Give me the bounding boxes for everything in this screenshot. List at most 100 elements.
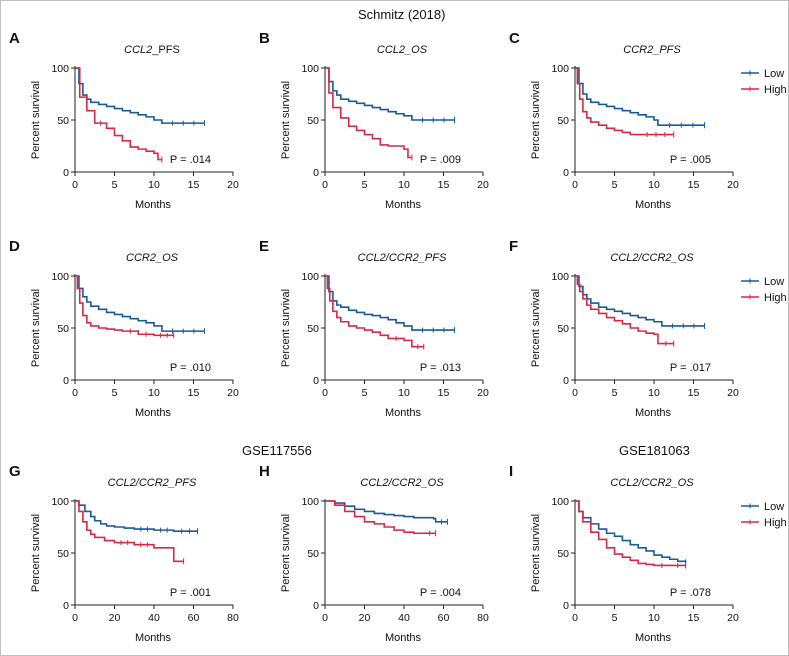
- panel-letter: G: [9, 463, 21, 480]
- x-axis-label: Months: [385, 407, 422, 419]
- panel-title: CCR2_OS: [126, 252, 179, 264]
- panel-title: CCL2/CCR2_OS: [610, 477, 694, 489]
- legend-label-low: Low: [764, 276, 784, 288]
- panel-letter: H: [259, 463, 270, 480]
- x-tick-label: 80: [227, 612, 239, 624]
- x-tick-label: 5: [612, 179, 618, 191]
- km-panel-h: H CCL2/CCR2_OS 0 50 100 0 20 40 60 80 Months Percen…: [259, 463, 489, 644]
- panel-letter: F: [509, 238, 518, 255]
- y-tick-label: 50: [307, 323, 319, 335]
- y-tick-label: 100: [301, 496, 319, 508]
- p-value: P = .078: [670, 587, 711, 599]
- x-axis-label: Months: [635, 199, 672, 211]
- x-tick-label: 0: [572, 179, 578, 191]
- panel-title: CCL2_OS: [377, 44, 428, 56]
- x-tick-label: 20: [727, 612, 739, 624]
- x-tick-label: 80: [477, 612, 489, 624]
- legend-label-high: High: [764, 292, 787, 304]
- panel-letter: I: [509, 463, 513, 480]
- y-tick-label: 50: [57, 323, 69, 335]
- x-tick-label: 20: [227, 387, 239, 399]
- km-panel-f: F CCL2/CCR2_OS 0 50 100 0 5 10 15 20 Months Percent…: [509, 238, 787, 419]
- legend-label-high: High: [764, 84, 787, 96]
- x-tick-label: 10: [398, 179, 410, 191]
- section-title-schmitz: Schmitz (2018): [358, 7, 446, 22]
- km-curve-low: [75, 67, 205, 124]
- x-tick-label: 15: [438, 179, 450, 191]
- km-curve-high: [575, 67, 674, 136]
- x-tick-label: 20: [359, 612, 371, 624]
- panel-letter: D: [9, 238, 20, 255]
- km-curve-high: [325, 67, 412, 159]
- panel-title: CCL2/CCR2_PFS: [108, 477, 197, 489]
- km-panel-g: G CCL2/CCR2_PFS 0 50 100 0 20 40 60 80 Months Perce…: [9, 463, 239, 644]
- x-tick-label: 20: [727, 387, 739, 399]
- km-curve-low: [75, 275, 205, 332]
- x-tick-label: 10: [398, 387, 410, 399]
- panel-title: CCL2/CCR2_OS: [610, 252, 694, 264]
- p-value: P = .001: [170, 587, 211, 599]
- panel-title: CCL2_PFS: [124, 44, 180, 56]
- x-tick-label: 5: [112, 387, 118, 399]
- x-tick-label: 5: [612, 387, 618, 399]
- y-tick-label: 50: [57, 115, 69, 127]
- km-curve-high: [75, 500, 184, 563]
- p-value: P = .014: [170, 154, 211, 166]
- x-axis-label: Months: [385, 199, 422, 211]
- x-tick-label: 10: [648, 612, 660, 624]
- x-tick-label: 0: [322, 179, 328, 191]
- y-tick-label: 0: [63, 600, 69, 612]
- legend-label-low: Low: [764, 501, 784, 513]
- x-tick-label: 60: [188, 612, 200, 624]
- x-tick-label: 0: [322, 612, 328, 624]
- x-tick-label: 40: [398, 612, 410, 624]
- y-tick-label: 0: [563, 167, 569, 179]
- x-axis-label: Months: [135, 632, 172, 644]
- km-curve-high: [75, 67, 162, 161]
- x-tick-label: 0: [72, 179, 78, 191]
- y-tick-label: 50: [557, 548, 569, 560]
- x-tick-label: 15: [188, 387, 200, 399]
- y-tick-label: 0: [563, 600, 569, 612]
- y-tick-label: 50: [557, 115, 569, 127]
- section-title-gse117556: GSE117556: [242, 443, 312, 458]
- legend-label-low: Low: [764, 68, 784, 80]
- km-panel-b: B CCL2_OS 0 50 100 0 5 10 15 20 Months Percent surv…: [259, 30, 489, 211]
- y-tick-label: 0: [63, 167, 69, 179]
- y-axis-label: Percent survival: [530, 289, 542, 367]
- panel-title-italic: CCL2: [124, 44, 152, 56]
- y-tick-label: 0: [63, 375, 69, 387]
- y-tick-label: 100: [51, 271, 69, 283]
- y-tick-label: 0: [313, 600, 319, 612]
- km-panel-d: D CCR2_OS 0 50 100 0 5 10 15 20 Months Percent surv…: [9, 238, 239, 419]
- x-tick-label: 20: [227, 179, 239, 191]
- x-tick-label: 20: [477, 387, 489, 399]
- y-axis-label: Percent survival: [530, 81, 542, 159]
- x-tick-label: 10: [148, 387, 160, 399]
- km-panel-e: E CCL2/CCR2_PFS 0 50 100 0 5 10 15 20 Months Percen…: [259, 238, 489, 419]
- y-tick-label: 50: [57, 548, 69, 560]
- y-axis-label: Percent survival: [530, 514, 542, 592]
- km-curve-high: [325, 500, 436, 535]
- p-value: P = .009: [420, 154, 461, 166]
- panel-title-italic: CCL2/CCR2_PFS: [358, 252, 447, 264]
- y-tick-label: 0: [313, 167, 319, 179]
- x-tick-label: 20: [109, 612, 121, 624]
- panel-title-italic: CCL2/CCR2_OS: [610, 477, 694, 489]
- km-curve-low: [75, 500, 198, 532]
- x-tick-label: 15: [688, 387, 700, 399]
- y-tick-label: 0: [313, 375, 319, 387]
- km-curve-high: [325, 275, 424, 348]
- km-curve-low: [325, 275, 455, 331]
- x-axis-label: Months: [135, 407, 172, 419]
- x-axis-label: Months: [385, 632, 422, 644]
- x-tick-label: 0: [572, 387, 578, 399]
- x-tick-label: 5: [362, 387, 368, 399]
- y-axis-label: Percent survival: [30, 289, 42, 367]
- y-tick-label: 50: [307, 548, 319, 560]
- panel-letter: B: [259, 30, 270, 47]
- km-curve-high: [575, 275, 674, 345]
- section-title-gse181063: GSE181063: [619, 443, 690, 458]
- panel-letter: E: [259, 238, 269, 255]
